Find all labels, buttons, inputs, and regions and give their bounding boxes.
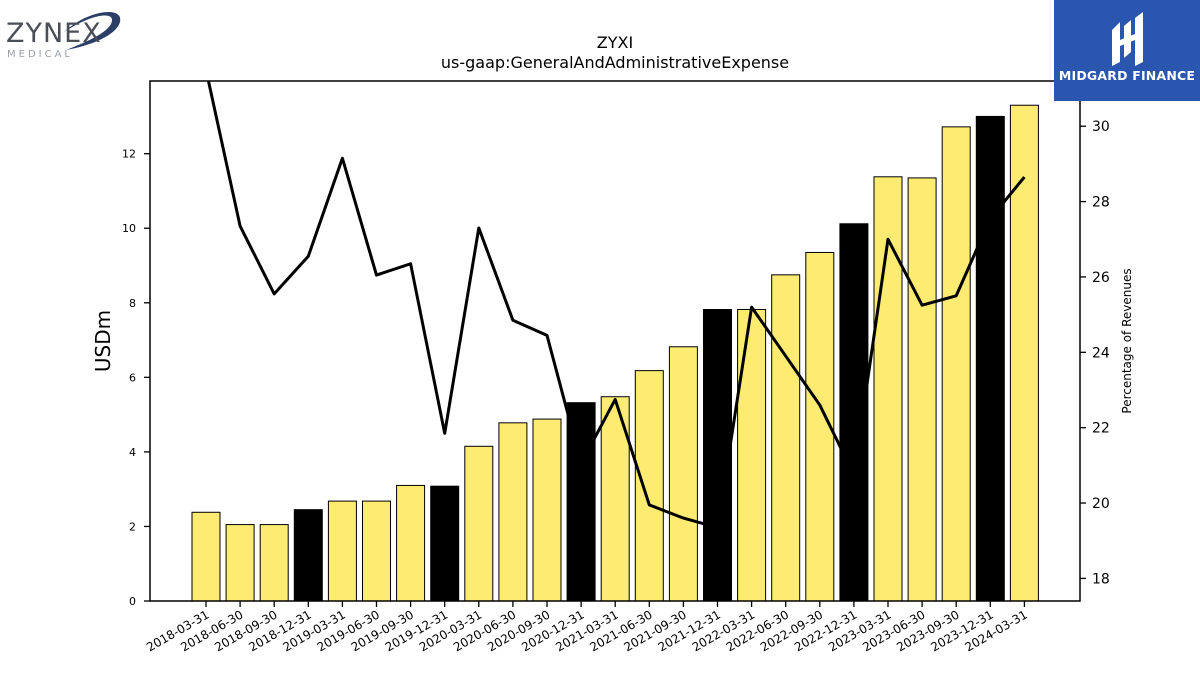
bar-2019-06-30 <box>362 500 391 602</box>
bar-2018-09-30 <box>259 524 289 602</box>
y2-tick-label: 24 <box>1092 345 1110 361</box>
y2-tick-label: 22 <box>1092 421 1110 437</box>
y-tick-label: 8 <box>129 297 136 310</box>
company-logo: ZYNEX MEDICAL <box>4 4 134 64</box>
y-axis: 0 2 4 6 8 10 12 <box>122 148 150 608</box>
y-tick-label: 12 <box>122 148 136 161</box>
bar-2018-12-31 <box>293 509 323 602</box>
bar-2020-09-30 <box>532 418 562 602</box>
logo-title: ZYNEX <box>6 18 102 49</box>
bar-2019-12-31 <box>430 485 460 602</box>
bar-2018-06-30 <box>225 524 255 602</box>
y2-tick-label: 18 <box>1092 571 1110 587</box>
bar-2024-03-31 <box>1009 104 1039 602</box>
bar-2021-09-30 <box>668 346 698 602</box>
brand-name: MIDGARD FINANCE <box>1058 68 1196 83</box>
logo-subtitle: MEDICAL <box>7 49 73 60</box>
line-group <box>206 81 1026 530</box>
y-tick-label: 4 <box>129 446 136 459</box>
bar-2022-03-31 <box>737 309 767 602</box>
brand-logo: MIDGARD FINANCE <box>1054 0 1200 101</box>
chart-title: ZYXI <box>597 33 633 52</box>
y-tick-label: 0 <box>129 595 136 608</box>
y2-axis-label: Percentage of Revenues <box>1120 268 1134 413</box>
bar-2023-06-30 <box>907 177 937 602</box>
bar-2020-06-30 <box>498 422 528 602</box>
line-series-percentage <box>206 81 1026 530</box>
y2-tick-label: 26 <box>1092 270 1110 286</box>
y-tick-label: 10 <box>122 222 136 235</box>
y-tick-label: 6 <box>129 371 136 384</box>
chart-subtitle: us-gaap:GeneralAndAdministrativeExpense <box>441 53 789 72</box>
x-axis: 2018-03-312018-06-302018-09-302018-12-31… <box>144 601 1030 654</box>
logo-swoosh-icon <box>64 11 121 50</box>
y2-tick-label: 30 <box>1092 119 1110 135</box>
y2-axis: 18 20 22 24 26 28 30 <box>1080 119 1110 587</box>
brand-mark-icon <box>1112 12 1143 66</box>
bar-2018-03-31 <box>191 511 221 602</box>
bar-group <box>191 104 1039 602</box>
bar-2023-09-30 <box>941 126 971 602</box>
y-tick-label: 2 <box>129 520 136 533</box>
y-axis-label: USDm <box>91 310 115 372</box>
bar-2022-06-30 <box>771 274 801 602</box>
bar-2021-12-31 <box>703 309 732 602</box>
bar-2021-06-30 <box>634 370 664 602</box>
bar-2019-09-30 <box>396 484 426 602</box>
y2-tick-label: 28 <box>1092 195 1110 211</box>
bar-2019-03-31 <box>327 500 357 602</box>
bar-2023-12-31 <box>975 115 1005 602</box>
y2-tick-label: 20 <box>1092 496 1110 512</box>
bar-2020-03-31 <box>464 445 494 602</box>
bar-2020-12-31 <box>566 402 596 602</box>
